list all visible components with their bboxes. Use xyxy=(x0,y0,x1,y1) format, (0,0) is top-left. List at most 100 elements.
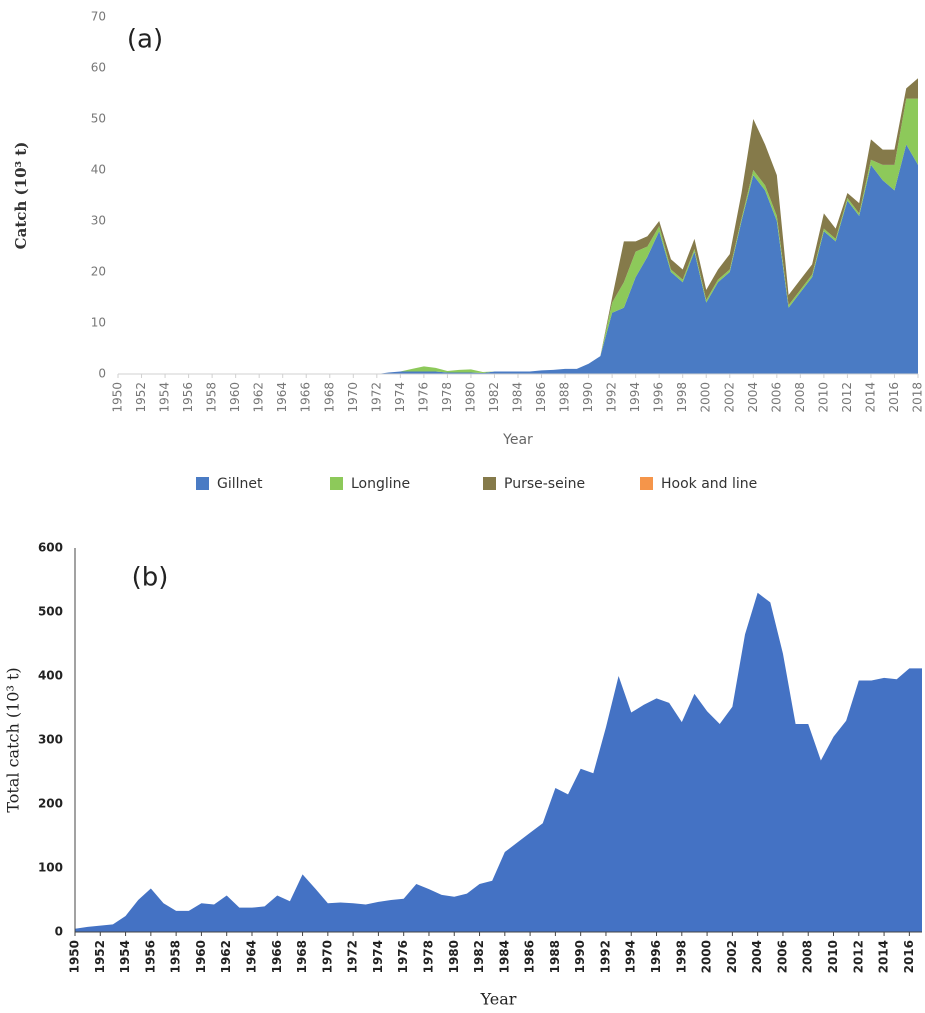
x-tick-label: 1994 xyxy=(628,382,642,413)
y-tick-label: 0 xyxy=(55,925,63,939)
x-tick-label: 1984 xyxy=(511,382,525,413)
legend-label: Hook and line xyxy=(661,476,757,492)
panel-label: (b) xyxy=(132,563,169,593)
x-tick-label: 1996 xyxy=(649,940,663,973)
x-tick-label: 1994 xyxy=(624,940,638,973)
x-axis-label: Year xyxy=(502,432,533,448)
x-tick-label: 2016 xyxy=(902,940,916,973)
legend-label: Gillnet xyxy=(217,476,263,492)
legend-swatch xyxy=(330,477,343,490)
x-tick-label: 2008 xyxy=(801,940,815,973)
x-tick-label: 1992 xyxy=(598,940,612,973)
x-tick-label: 2000 xyxy=(699,382,713,413)
x-tick-label: 1950 xyxy=(111,382,125,413)
y-axis-label: Total catch (10³ t) xyxy=(4,667,23,812)
chart-panel: 0 100 200 300 400 500 600 1950 1952 1954 1956 1958 1… xyxy=(4,541,922,1009)
x-tick-label: 1980 xyxy=(463,382,477,413)
x-tick-label: 2006 xyxy=(769,382,783,413)
x-tick-label: 1976 xyxy=(416,382,430,413)
legend-swatch xyxy=(640,477,653,490)
x-tick-label: 1990 xyxy=(573,940,587,973)
x-tick-label: 1954 xyxy=(158,382,172,413)
x-tick-label: 1988 xyxy=(558,382,572,413)
y-tick-label: 20 xyxy=(91,265,106,279)
y-tick-label: 100 xyxy=(38,861,63,875)
x-tick-label: 1970 xyxy=(346,382,360,413)
x-tick-label: 1990 xyxy=(581,382,595,413)
x-tick-label: 1964 xyxy=(275,382,289,413)
x-tick-label: 1970 xyxy=(320,940,334,973)
x-tick-label: 2012 xyxy=(851,940,865,973)
x-tick-label: 2000 xyxy=(700,940,714,973)
x-tick-label: 1952 xyxy=(93,940,107,973)
x-tick-label: 2010 xyxy=(826,940,840,973)
x-tick-label: 1962 xyxy=(219,940,233,973)
y-tick-label: 500 xyxy=(38,605,63,619)
y-tick-label: 70 xyxy=(91,10,106,24)
x-tick-label: 1956 xyxy=(143,940,157,973)
x-tick-label: 1958 xyxy=(205,382,219,413)
legend-swatch xyxy=(483,477,496,490)
legend-label: Purse-seine xyxy=(504,476,585,492)
x-tick-label: 2018 xyxy=(911,382,925,413)
legend-swatch xyxy=(196,477,209,490)
y-tick-label: 400 xyxy=(38,669,63,683)
x-tick-label: 1960 xyxy=(194,940,208,973)
y-tick-label: 40 xyxy=(91,163,106,177)
panel-label: (a) xyxy=(127,25,163,55)
x-tick-label: 1996 xyxy=(652,382,666,413)
x-tick-label: 1980 xyxy=(447,940,461,973)
x-tick-label: 2014 xyxy=(877,940,891,973)
x-tick-label: 2012 xyxy=(840,382,854,413)
area xyxy=(118,144,918,374)
x-tick-label: 1964 xyxy=(244,940,258,973)
x-tick-label: 1966 xyxy=(270,940,284,973)
x-tick-label: 1966 xyxy=(299,382,313,413)
x-tick-label: 1982 xyxy=(487,382,501,413)
y-tick-label: 60 xyxy=(91,61,106,75)
y-tick-label: 0 xyxy=(98,367,106,381)
y-tick-label: 200 xyxy=(38,797,63,811)
x-tick-label: 1988 xyxy=(548,940,562,973)
x-tick-label: 1962 xyxy=(252,382,266,413)
x-tick-label: 1992 xyxy=(605,382,619,413)
x-tick-label: 1952 xyxy=(134,382,148,413)
x-tick-label: 2006 xyxy=(775,940,789,973)
x-tick-label: 2002 xyxy=(725,940,739,973)
x-axis-label: Year xyxy=(480,990,517,1009)
x-tick-label: 1968 xyxy=(322,382,336,413)
x-tick-label: 1956 xyxy=(181,382,195,413)
x-tick-label: 1972 xyxy=(346,940,360,973)
y-tick-label: 10 xyxy=(91,316,106,330)
x-tick-label: 1998 xyxy=(674,940,688,973)
x-tick-label: 2016 xyxy=(887,382,901,413)
y-tick-label: 50 xyxy=(91,112,106,126)
x-tick-label: 2002 xyxy=(722,382,736,413)
x-tick-label: 1978 xyxy=(421,940,435,973)
x-tick-label: 2010 xyxy=(816,382,830,413)
x-tick-label: 1960 xyxy=(228,382,242,413)
x-tick-label: 1998 xyxy=(675,382,689,413)
x-tick-label: 2004 xyxy=(750,940,764,973)
x-tick-label: 1968 xyxy=(295,940,309,973)
x-tick-label: 1958 xyxy=(169,940,183,973)
legend-label: Longline xyxy=(351,476,410,492)
x-tick-label: 1954 xyxy=(118,940,132,973)
x-tick-label: 1978 xyxy=(440,382,454,413)
x-tick-label: 1976 xyxy=(396,940,410,973)
x-tick-label: 1984 xyxy=(497,940,511,973)
x-tick-label: 2008 xyxy=(793,382,807,413)
x-tick-label: 1974 xyxy=(393,382,407,413)
y-tick-label: 30 xyxy=(91,214,106,228)
x-tick-label: 1982 xyxy=(472,940,486,973)
x-tick-label: 1986 xyxy=(523,940,537,973)
x-tick-label: 1986 xyxy=(534,382,548,413)
x-tick-label: 2004 xyxy=(746,382,760,413)
y-tick-label: 300 xyxy=(38,733,63,747)
y-axis-label: Catch (10³ t) xyxy=(12,142,30,250)
x-tick-label: 1974 xyxy=(371,940,385,973)
x-tick-label: 2014 xyxy=(863,382,877,413)
area xyxy=(75,592,922,932)
x-tick-label: 1972 xyxy=(369,382,383,413)
